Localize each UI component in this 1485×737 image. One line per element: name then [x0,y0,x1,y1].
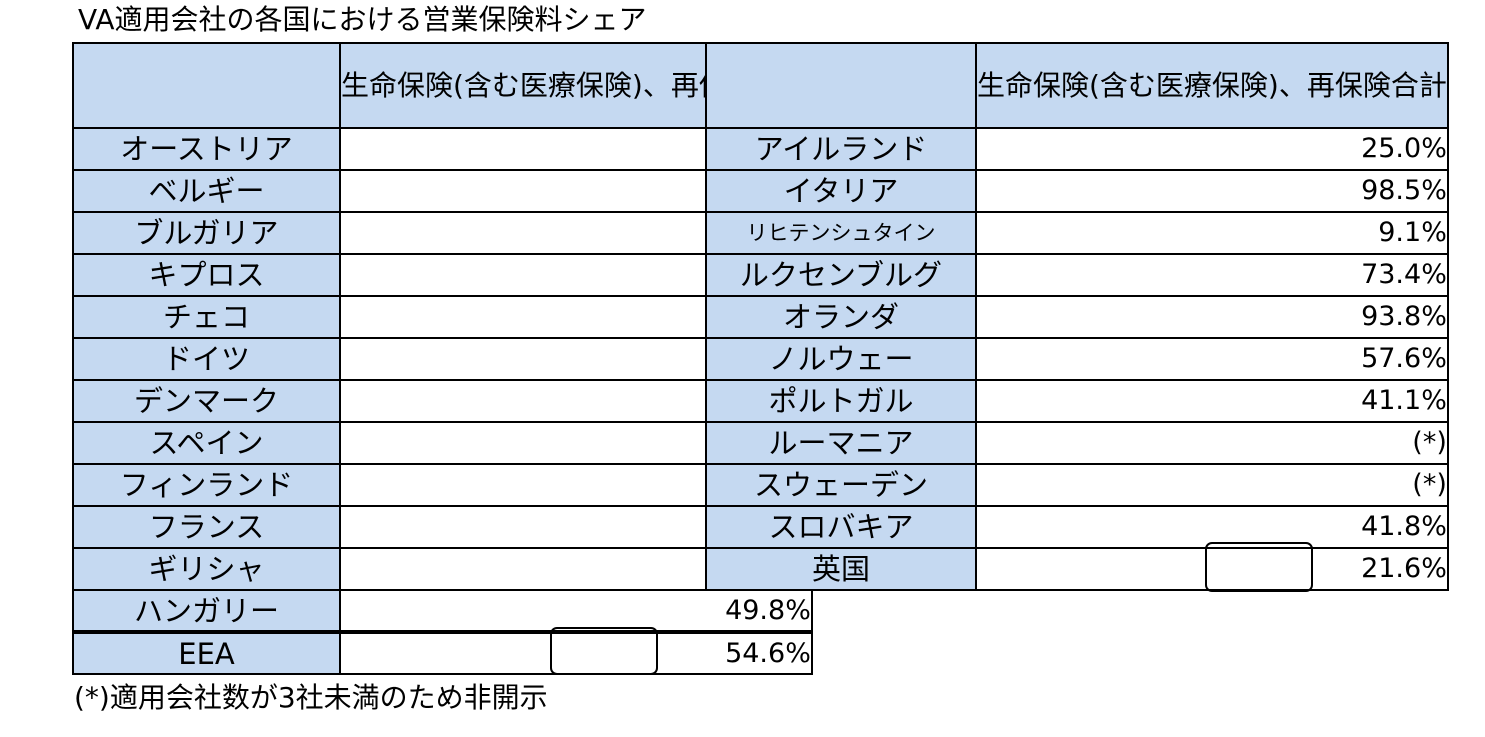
table-row: ブルガリア 82.5% [72,211,813,255]
country-name: スペイン [72,421,341,465]
left-share-table: 生命保険(含む医療保険)、再保険合計 オーストリア 78.6% ベルギー 86.… [72,42,813,675]
table-row: ハンガリー 49.8% [72,589,813,633]
country-name: フィンランド [72,463,341,507]
table-row: ギリシャ 99.9% [72,547,813,591]
table-row: キプロス (*) [72,253,813,297]
table-row: スロバキア 41.8% [705,505,1449,549]
share-value: 9.1% [975,211,1449,255]
footnote: (*)適用会社数が3社未満のため非開示 [74,681,548,714]
table-row: ドイツ 68.7% [72,337,813,381]
eea-total-row: EEA 54.6% [72,630,813,675]
share-value: 49.8% [339,589,813,633]
table-row: チェコ 62.3% [72,295,813,339]
share-value: (*) [975,421,1449,465]
share-value: 57.6% [975,337,1449,381]
country-name: イタリア [705,169,977,213]
country-name: スロバキア [705,505,977,549]
share-value: (*) [975,463,1449,507]
country-name: デンマーク [72,379,341,423]
share-value: 25.0% [975,127,1449,171]
table-row: イタリア 98.5% [705,169,1449,213]
country-name: アイルランド [705,127,977,171]
country-name: ドイツ [72,337,341,381]
country-name: ハンガリー [72,589,341,633]
country-name: チェコ [72,295,341,339]
share-value: 93.8% [975,295,1449,339]
table-row: ポルトガル 41.1% [705,379,1449,423]
table-row: ノルウェー 57.6% [705,337,1449,381]
table-row: スウェーデン (*) [705,463,1449,507]
share-value: 41.8% [975,505,1449,549]
share-value: 54.6% [339,630,813,675]
right-share-table: 生命保険(含む医療保険)、再保険合計 アイルランド 25.0% イタリア 98.… [705,42,1449,591]
header-blank-cell [705,42,977,129]
table-row: オランダ 93.8% [705,295,1449,339]
table-row: アイルランド 25.0% [705,127,1449,171]
header-label: 生命保険(含む医療保険)、再保険合計 [975,42,1449,129]
share-value: 21.6% [975,547,1449,591]
country-name: スウェーデン [705,463,977,507]
page-title: VA適用会社の各国における営業保険料シェア [78,3,647,36]
country-name: 英国 [705,547,977,591]
table-row: スペイン 84.4% [72,421,813,465]
table-row: フランス 69.3% [72,505,813,549]
table-row: ルーマニア (*) [705,421,1449,465]
country-name: ノルウェー [705,337,977,381]
table-row: フィンランド 89.5% [72,463,813,507]
share-value: 41.1% [975,379,1449,423]
share-value: 73.4% [975,253,1449,297]
table-row: オーストリア 78.6% [72,127,813,171]
table-row: ルクセンブルグ 73.4% [705,253,1449,297]
country-name: ブルガリア [72,211,341,255]
country-name: ギリシャ [72,547,341,591]
table-header-row: 生命保険(含む医療保険)、再保険合計 [705,42,1449,129]
table-row: 英国 21.6% [705,547,1449,591]
country-name: キプロス [72,253,341,297]
header-blank-cell [72,42,341,129]
country-name: オーストリア [72,127,341,171]
table-row: デンマーク 53.6% [72,379,813,423]
share-value: 98.5% [975,169,1449,213]
table-row: リヒテンシュタイン 9.1% [705,211,1449,255]
country-name: EEA [72,630,341,675]
table-row: ベルギー 86.2% [72,169,813,213]
country-name: ルーマニア [705,421,977,465]
country-name: フランス [72,505,341,549]
country-name: ベルギー [72,169,341,213]
country-name: ルクセンブルグ [705,253,977,297]
table-header-row: 生命保険(含む医療保険)、再保険合計 [72,42,813,129]
country-name: リヒテンシュタイン [705,211,977,255]
country-name: ポルトガル [705,379,977,423]
country-name: オランダ [705,295,977,339]
